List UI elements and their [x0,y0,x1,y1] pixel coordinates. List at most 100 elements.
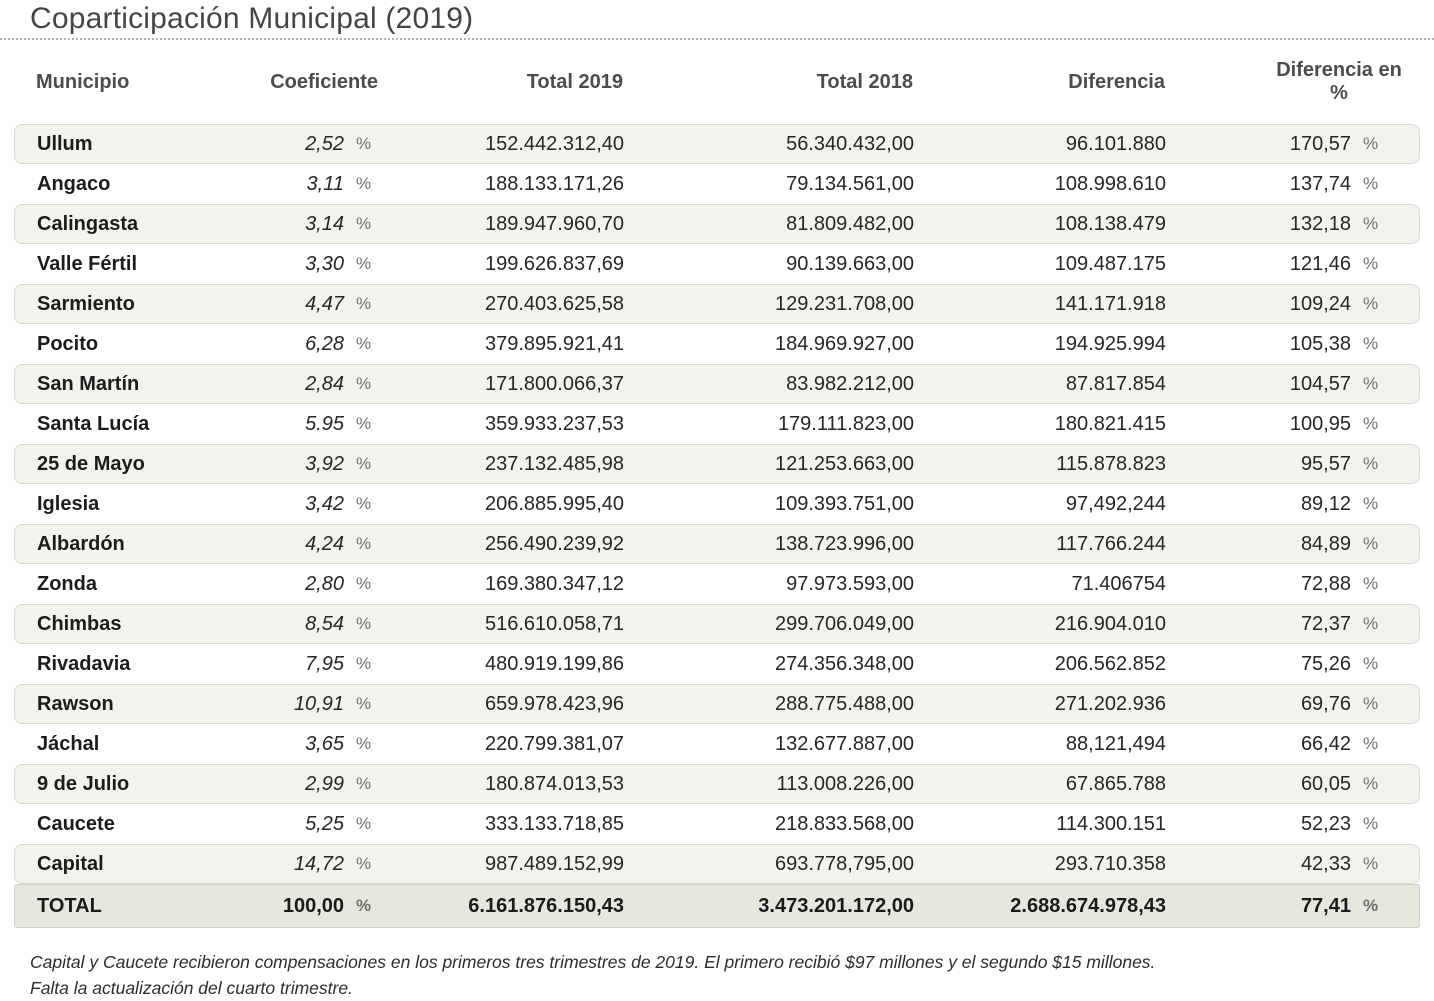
diferencia-pct-cell: 42,33 [1300,852,1351,875]
table-row: Valle Fértil 3,30% 199.626.837,69 90.139.66… [14,244,1420,284]
diferencia-pct-cell: 84,89 [1300,532,1351,555]
table-row: Angaco 3,11% 188.133.171,26 79.134.561,00 10… [14,164,1420,204]
percent-sign: % [356,134,372,153]
percent-sign: % [356,174,372,193]
diferencia-pct-cell: 89,12 [1300,492,1351,515]
diferencia-cell: 115.878.823 [1056,452,1166,475]
total-2018-cell: 693.778,795,00 [774,852,914,875]
percent-sign: % [356,814,372,833]
percent-sign: % [356,614,372,633]
diferencia-cell: 114.300.151 [1056,812,1166,835]
table-row: Pocito 6,28% 379.895.921,41 184.969.927,00 1… [14,324,1420,364]
diferencia-pct-cell: 95,57 [1300,452,1351,475]
coeficiente-cell: 3,30 [305,252,344,275]
total-2019-cell: 480.919.199,86 [484,652,624,675]
percent-sign: % [1363,654,1379,673]
table-row: Albardón 4,24% 256.490.239,92 138.723.996,0… [14,524,1420,564]
diferencia-pct-cell: 105,38 [1289,332,1351,355]
total-2019-cell: 516.610.058,71 [484,612,624,635]
percent-sign: % [356,574,372,593]
total-2018-cell: 97.973.593,00 [786,572,914,595]
percent-sign: % [1363,494,1379,513]
diferencia-cell: 71.406754 [1071,572,1166,595]
coeficiente-cell: 100,00 [282,894,344,917]
col-header-diferencia-pct: Diferencia en % [1276,59,1402,104]
table-row: Ullum 2,52% 152.442.312,40 56.340.432,00 96.… [14,124,1420,164]
coeficiente-cell: 3,92 [305,452,344,475]
coeficiente-cell: 2,84 [305,372,344,395]
diferencia-cell: 97,492,244 [1065,492,1166,515]
total-2019-cell: 188.133.171,26 [484,172,624,195]
coeficiente-cell: 10,91 [293,692,344,715]
total-2018-cell: 129.231.708,00 [774,292,914,315]
diferencia-cell: 108.998.610 [1054,172,1166,195]
total-2019-cell: 206.885.995,40 [484,492,624,515]
total-2019-cell: 987.489.152,99 [484,852,624,875]
table-row: Capital 14,72% 987.489.152,99 693.778,795,0… [14,844,1420,884]
percent-sign: % [1363,534,1379,553]
diferencia-pct-cell: 104,57 [1289,372,1351,395]
total-2018-cell: 83.982.212,00 [786,372,914,395]
percent-sign: % [356,694,372,713]
coeficiente-cell: 3,42 [305,492,344,515]
diferencia-pct-cell: 170,57 [1289,132,1351,155]
municipio-cell: Zonda [37,572,97,595]
municipio-cell: Rawson [37,692,114,715]
table-row: Sarmiento 4,47% 270.403.625,58 129.231.708,… [14,284,1420,324]
percent-sign: % [1363,334,1379,353]
percent-sign: % [1363,134,1379,153]
diferencia-cell: 180.821.415 [1054,412,1166,435]
municipio-cell: Chimbas [37,612,122,635]
coeficiente-cell: 14,72 [293,852,344,875]
table-row: Santa Lucía 5.95% 359.933.237,53 179.111.82… [14,404,1420,444]
diferencia-pct-cell: 77,41 [1300,894,1351,917]
percent-sign: % [1363,774,1379,793]
municipio-cell: Iglesia [37,492,100,515]
total-2018-cell: 299.706.049,00 [774,612,914,635]
municipio-cell: Ullum [37,132,93,155]
coeficiente-cell: 8,54 [305,612,344,635]
percent-sign: % [1363,734,1379,753]
col-header-total-2018: Total 2018 [816,70,913,93]
diferencia-pct-cell: 75,26 [1300,652,1351,675]
page-title: Coparticipación Municipal (2019) [30,2,474,35]
municipio-cell: Jáchal [37,732,100,755]
municipio-cell: Calingasta [37,212,139,235]
coeficiente-cell: 2,80 [305,572,344,595]
percent-sign: % [1363,454,1379,473]
total-2018-cell: 81.809.482,00 [786,212,914,235]
diferencia-pct-cell: 66,42 [1300,732,1351,755]
diferencia-cell: 2.688.674.978,43 [1010,894,1166,917]
table-row: Zonda 2,80% 169.380.347,12 97.973.593,00 71.… [14,564,1420,604]
table-row: Calingasta 3,14% 189.947.960,70 81.809.482,… [14,204,1420,244]
footnote-line-2: Falta la actualización del cuarto trimes… [30,978,353,998]
municipio-cell: Santa Lucía [37,412,150,435]
percent-sign: % [1363,254,1379,273]
diferencia-cell: 96.101.880 [1065,132,1166,155]
coeficiente-cell: 6,28 [305,332,344,355]
total-2019-cell: 220.799.381,07 [484,732,624,755]
percent-sign: % [1363,614,1379,633]
percent-sign: % [356,254,372,273]
percent-sign: % [1363,294,1379,313]
municipio-cell: San Martín [37,372,140,395]
total-2019-cell: 256.490.239,92 [484,532,624,555]
municipio-cell: Angaco [37,172,111,195]
diferencia-cell: 206.562.852 [1054,652,1166,675]
col-header-diferencia: Diferencia [1068,70,1165,93]
coeficiente-cell: 3,65 [305,732,344,755]
diferencia-pct-cell: 121,46 [1289,252,1351,275]
table-row: San Martín 2,84% 171.800.066,37 83.982.212,… [14,364,1420,404]
coeficiente-cell: 5,25 [305,812,344,835]
total-2019-cell: 379.895.921,41 [484,332,624,355]
diferencia-cell: 216.904.010 [1054,612,1166,635]
percent-sign: % [1363,174,1379,193]
total-2018-cell: 179.111.823,00 [777,412,914,435]
coeficiente-cell: 2,99 [305,772,344,795]
table-row: Rivadavia 7,95% 480.919.199,86 274.356.348,… [14,644,1420,684]
coeficiente-cell: 3,11 [306,172,344,195]
total-2019-cell: 659.978.423,96 [484,692,624,715]
total-2019-cell: 359.933.237,53 [484,412,624,435]
percent-sign: % [356,334,372,353]
percent-sign: % [356,494,372,513]
